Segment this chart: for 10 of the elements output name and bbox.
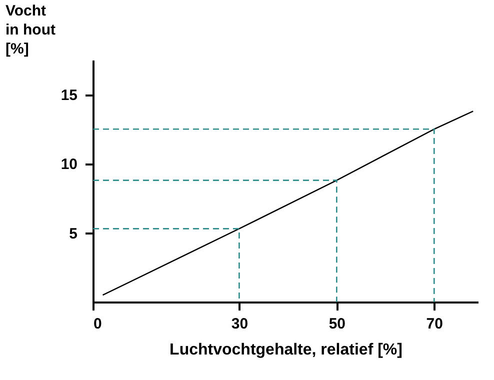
x-axis-title: Luchtvochtgehalte, relatief [%]	[170, 342, 402, 358]
y-tick-label: 5	[69, 225, 78, 242]
y-tick-label: 15	[60, 87, 78, 104]
x-tick-label: 70	[426, 316, 443, 332]
x-tick-label: 0	[94, 316, 102, 332]
y-axis-title: Vocht in hout [%]	[6, 2, 56, 58]
y-tick-label: 10	[60, 156, 78, 174]
x-tick-label: 50	[328, 316, 346, 332]
x-tick-label: 30	[231, 316, 248, 332]
line-series	[102, 110, 474, 296]
